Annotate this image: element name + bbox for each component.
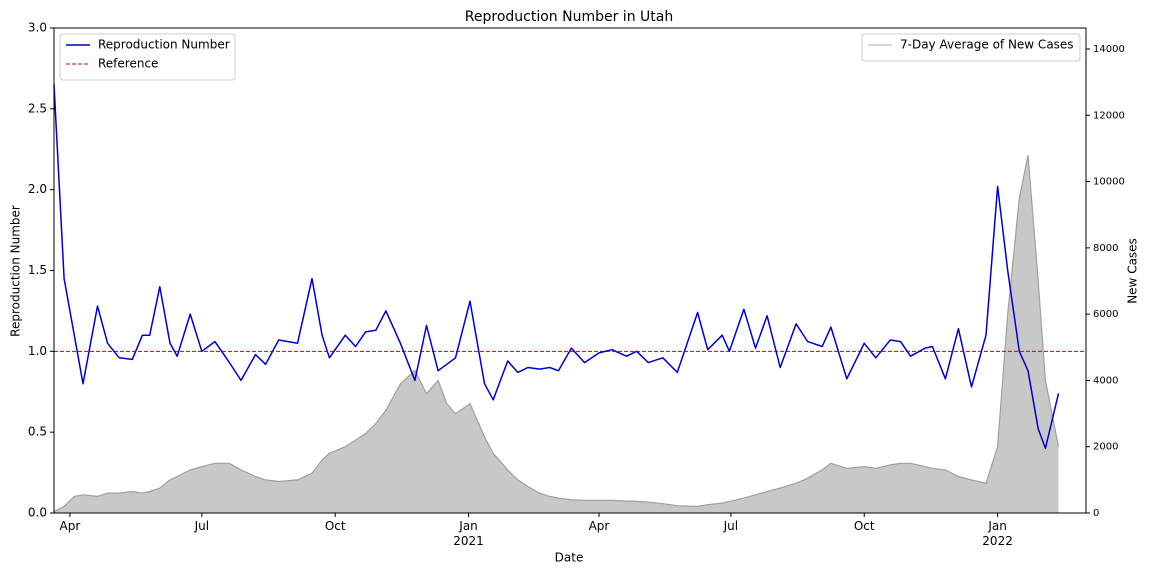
x-tick-label: Jan 2021 [453,519,484,548]
y2-tick-label: 12000 [1093,110,1125,121]
series-line [53,84,1060,450]
x-tick-label: Jan 2022 [982,519,1013,548]
x-axis-label: Date [555,551,584,565]
legend-box [59,33,236,81]
y2-tick-label: 14000 [1093,44,1125,55]
x-tick-label: Jul [194,519,209,533]
y-tick-label: 1.0 [28,344,47,358]
y-tick-label: 1.5 [28,263,47,277]
y-tick-label: 0.5 [28,425,47,439]
x-tick-label: Apr [60,519,81,533]
legend-label: 7-Day Average of New Cases [900,38,1074,52]
y2-tick-label: 2000 [1093,442,1118,453]
y2-tick-label: 8000 [1093,243,1118,254]
y-tick-label: 3.0 [28,21,47,35]
y2-tick-label: 6000 [1093,309,1118,320]
y2-tick-label: 4000 [1093,375,1118,386]
y-tick-label: 2.5 [28,101,47,115]
y-tick-label: 0.0 [28,506,47,520]
area-edge [53,154,1060,512]
y2-tick-label: 10000 [1093,177,1125,188]
x-tick-label: Apr [589,519,610,533]
y-axis-label: Reproduction Number [9,205,23,337]
chart-title: Reproduction Number in Utah [465,9,673,25]
x-tick-label: Oct [325,519,346,533]
y-tick-label: 2.0 [28,182,47,196]
x-tick-label: Jul [723,519,738,533]
legend-box [861,33,1081,62]
plot-frame [53,27,1087,514]
y2-tick-label: 0 [1093,508,1099,519]
x-tick-label: Oct [854,519,875,533]
legend-label: Reference [98,57,158,71]
legend-label: Reproduction Number [98,38,230,52]
y2-axis-label: New Cases [1126,238,1140,304]
area-fill [54,155,1059,513]
